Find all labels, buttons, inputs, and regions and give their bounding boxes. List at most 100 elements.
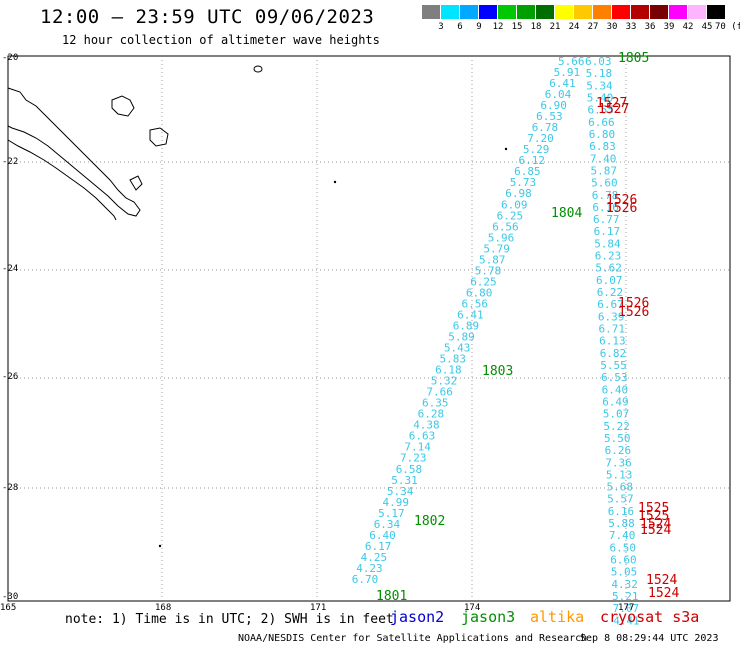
pass-time-label: 1526 bbox=[618, 305, 649, 320]
wave-height-value: 5.43 bbox=[444, 342, 471, 355]
wave-height-value: 6.04 bbox=[545, 88, 572, 101]
pass-time-label: 1801 bbox=[376, 589, 407, 604]
pass-time-label: 1524 bbox=[646, 573, 677, 588]
wave-height-value: 6.22 bbox=[597, 286, 624, 299]
lat-label: -24 bbox=[2, 264, 19, 274]
pass-time-label: 1524 bbox=[648, 586, 679, 601]
color-swatch bbox=[479, 5, 497, 19]
pass-time-label: 1803 bbox=[482, 364, 513, 379]
wave-height-value: 6.25 bbox=[470, 275, 497, 288]
satellite-jason2: jason2 bbox=[390, 608, 445, 626]
lon-label: 171 bbox=[310, 603, 327, 613]
wave-height-value: 6.98 bbox=[505, 187, 532, 200]
wave-height-value: 6.56 bbox=[462, 297, 489, 310]
pass-time-label: 1526 bbox=[606, 201, 637, 216]
wave-height-value: 6.66 bbox=[588, 116, 615, 129]
wave-height-value: 5.32 bbox=[431, 375, 458, 388]
wave-height-value: 6.40 bbox=[369, 529, 396, 542]
island bbox=[158, 544, 162, 548]
lat-label: -28 bbox=[2, 483, 19, 493]
wave-height-value: 5.21 bbox=[612, 590, 639, 603]
wave-height-value: 7.40 bbox=[609, 529, 636, 542]
pass-time-label: 1804 bbox=[551, 206, 582, 221]
color-swatch bbox=[650, 5, 668, 19]
loyalty-island bbox=[111, 95, 135, 117]
lon-label: 168 bbox=[155, 603, 172, 613]
color-swatch bbox=[574, 5, 592, 19]
loyalty-island bbox=[129, 175, 143, 191]
wave-height-value: 7.36 bbox=[605, 456, 632, 469]
color-scale-label: 21 bbox=[549, 22, 561, 32]
wave-height-value: 7.20 bbox=[527, 132, 554, 145]
wave-height-value: 7.14 bbox=[404, 441, 431, 454]
wave-height-value: 6.77 bbox=[593, 213, 620, 226]
pass-time-label: 1526 bbox=[618, 296, 649, 311]
wave-height-value: 6.41 bbox=[457, 309, 484, 322]
wave-height-value: 5.87 bbox=[479, 253, 506, 266]
pass-time-label: 1802 bbox=[414, 514, 445, 529]
wave-height-value: 7.07 bbox=[613, 602, 640, 615]
satellite-cryosat-s3a: cryosat s3a bbox=[600, 608, 700, 626]
color-scale-label: 30 bbox=[606, 22, 618, 32]
wave-height-value: 5.83 bbox=[440, 353, 467, 366]
lat-label: -30 bbox=[2, 592, 19, 602]
wave-height-value: 6.63 bbox=[409, 430, 436, 443]
wave-height-value: 6.53 bbox=[536, 110, 563, 123]
wave-height-value: 6.53 bbox=[601, 371, 628, 384]
wave-height-value: 6.89 bbox=[453, 320, 480, 333]
wave-height-value: 6.16 bbox=[592, 201, 619, 214]
wave-height-value: 5.29 bbox=[523, 143, 550, 156]
color-scale-label: 70 (ft) bbox=[715, 22, 740, 32]
satellite-altika: altika bbox=[530, 608, 585, 626]
wave-height-value: 6.78 bbox=[592, 189, 619, 202]
wave-height-value: 5.89 bbox=[448, 331, 475, 344]
wave-height-value: 5.96 bbox=[488, 231, 515, 244]
wave-height-value: 6.35 bbox=[422, 397, 449, 410]
wave-height-value: 7.40 bbox=[590, 152, 617, 165]
pass-time-label: 1527 bbox=[596, 96, 627, 111]
lon-label: 165 bbox=[0, 603, 17, 613]
color-scale-label: 9 bbox=[476, 22, 482, 32]
wave-height-value: 5.73 bbox=[510, 176, 537, 189]
color-scale-label: 18 bbox=[530, 22, 542, 32]
footer-credit: NOAA/NESDIS Center for Satellite Applica… bbox=[238, 633, 588, 644]
map-subtitle: 12 hour collection of altimeter wave hei… bbox=[62, 33, 380, 47]
pass-time-label: 1527 bbox=[598, 102, 629, 117]
wave-height-value: 5.07 bbox=[603, 408, 630, 421]
color-swatch bbox=[669, 5, 687, 19]
wave-height-value: 5.34 bbox=[586, 79, 613, 92]
color-swatch bbox=[631, 5, 649, 19]
wave-height-value: 6.26 bbox=[605, 444, 632, 457]
wave-height-value: 6.41 bbox=[549, 77, 576, 90]
color-swatch bbox=[517, 5, 535, 19]
wave-height-value: 5.55 bbox=[600, 359, 627, 372]
wave-height-value: 6.56 bbox=[492, 220, 519, 233]
wave-height-value: 5.13 bbox=[606, 468, 633, 481]
wave-height-value: 7.23 bbox=[400, 452, 427, 465]
pass-time-label: 1526 bbox=[606, 193, 637, 208]
pass-time-label: 1524 bbox=[640, 523, 671, 538]
wave-height-value: 6.03 bbox=[585, 55, 612, 68]
wave-height-value: 5.84 bbox=[594, 237, 621, 250]
wave-height-value: 5.31 bbox=[391, 474, 418, 487]
color-swatch bbox=[612, 5, 630, 19]
wave-height-value: 7.66 bbox=[426, 386, 453, 399]
lat-label: -22 bbox=[2, 157, 19, 167]
wave-height-value: 6.23 bbox=[595, 250, 622, 263]
color-scale-label: 6 bbox=[457, 22, 463, 32]
pass-time-label: 1525 bbox=[638, 509, 669, 524]
wave-height-value: 6.17 bbox=[365, 540, 392, 553]
color-swatch bbox=[422, 5, 440, 19]
wave-height-value: 5.68 bbox=[607, 481, 634, 494]
wave-height-value: 6.13 bbox=[599, 335, 626, 348]
lat-label: -20 bbox=[2, 53, 19, 63]
wave-height-value: 5.18 bbox=[586, 67, 613, 80]
color-scale-label: 24 bbox=[568, 22, 580, 32]
wave-height-value: 4.32 bbox=[611, 578, 638, 591]
wave-height-value: 6.80 bbox=[466, 286, 493, 299]
wave-height-value: 5.78 bbox=[475, 264, 502, 277]
satellite-jason3: jason3 bbox=[461, 608, 516, 626]
wave-height-value: 6.50 bbox=[610, 541, 637, 554]
lon-label: 174 bbox=[464, 603, 481, 613]
